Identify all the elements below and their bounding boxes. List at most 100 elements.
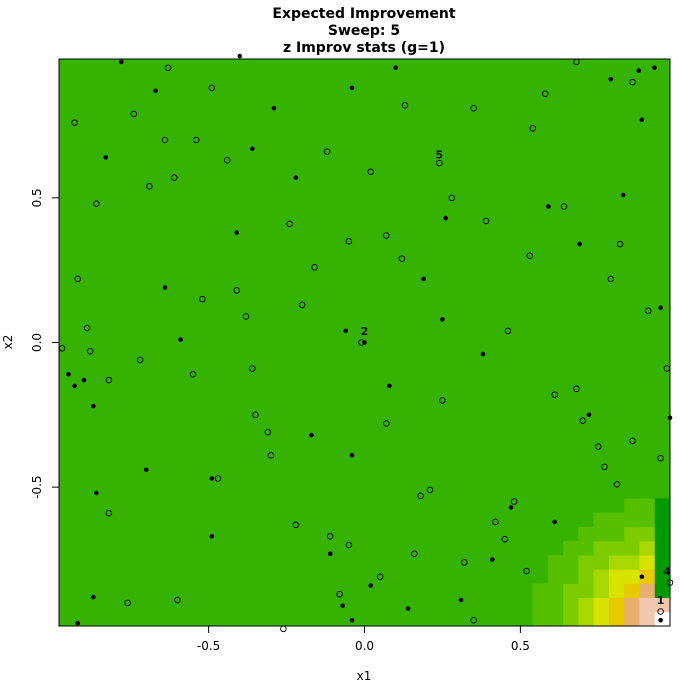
filled-point xyxy=(586,412,592,418)
open-point xyxy=(252,411,259,419)
open-point xyxy=(345,541,353,549)
heatmap-cell xyxy=(593,540,610,556)
heatmap-cell xyxy=(578,540,595,556)
heatmap-cell xyxy=(624,555,640,570)
heatmap-cell xyxy=(547,597,564,613)
filled-point xyxy=(91,594,96,600)
heatmap-cell xyxy=(639,540,656,556)
heatmap-cell xyxy=(639,526,656,542)
filled-point xyxy=(75,620,80,626)
filled-point xyxy=(658,617,663,623)
open-point xyxy=(224,157,231,164)
filled-point xyxy=(636,68,642,73)
open-point xyxy=(523,567,530,575)
open-point xyxy=(136,356,144,364)
filled-point xyxy=(309,432,314,438)
filled-point xyxy=(209,534,215,539)
filled-point xyxy=(440,317,445,322)
open-point xyxy=(613,481,621,488)
chart-title-line-2: Sweep: 5 xyxy=(328,23,400,39)
open-point xyxy=(326,533,334,540)
heatmap-cell xyxy=(608,597,625,613)
filled-point xyxy=(421,276,427,282)
filled-point xyxy=(66,372,71,377)
y-axis-label: x2 xyxy=(1,335,15,350)
open-point xyxy=(579,417,586,424)
filled-point xyxy=(443,215,448,221)
filled-point xyxy=(162,285,168,290)
heatmap-cell xyxy=(578,611,595,627)
filled-point xyxy=(508,505,514,510)
filled-point xyxy=(349,453,355,458)
y-tick-label: 0.5 xyxy=(30,188,44,207)
heatmap-cell xyxy=(578,555,595,570)
open-point xyxy=(208,84,216,92)
filled-point xyxy=(577,241,582,247)
open-point xyxy=(601,463,608,471)
heatmap-cell xyxy=(654,597,671,613)
heatmap-cell xyxy=(563,611,579,627)
filled-point xyxy=(343,328,349,334)
filled-point xyxy=(658,305,663,311)
heatmap-cell xyxy=(578,597,595,613)
filled-point xyxy=(340,603,346,609)
open-point xyxy=(644,307,652,314)
heatmap-cell xyxy=(532,583,549,599)
heatmap-cell xyxy=(593,583,610,599)
heatmap-cell xyxy=(608,569,625,584)
heatmap-cell xyxy=(624,512,640,528)
heatmap-cell xyxy=(624,569,640,584)
heatmap-cell xyxy=(578,526,595,542)
open-point xyxy=(510,498,518,505)
heatmap-cell xyxy=(624,611,640,627)
filled-point xyxy=(103,155,109,160)
filled-point xyxy=(234,230,239,235)
heatmap-cell xyxy=(608,540,625,556)
filled-point xyxy=(552,519,557,525)
open-point xyxy=(629,437,636,445)
open-point xyxy=(482,217,490,225)
open-point xyxy=(448,194,456,202)
heatmap-cell xyxy=(593,569,610,584)
y-tick-label: 0.0 xyxy=(30,333,44,352)
open-point xyxy=(214,475,222,482)
open-point xyxy=(130,110,138,118)
heatmap-cell xyxy=(593,597,610,613)
open-point xyxy=(607,275,615,283)
open-point xyxy=(657,454,664,462)
filled-point xyxy=(94,490,99,496)
annotation-label: 2 xyxy=(361,325,369,338)
open-point xyxy=(383,232,390,239)
heatmap-cell xyxy=(624,583,640,599)
open-point xyxy=(199,295,206,303)
open-point xyxy=(189,371,197,378)
open-point xyxy=(376,573,384,581)
open-point xyxy=(267,452,275,459)
heatmap-cell xyxy=(654,583,671,599)
heatmap-cell xyxy=(654,498,671,513)
open-point xyxy=(470,104,477,112)
heatmap-cell xyxy=(547,611,564,627)
filled-point xyxy=(144,467,149,473)
open-point xyxy=(192,136,200,144)
filled-point xyxy=(250,146,255,151)
filled-point xyxy=(153,88,158,94)
point-annotations: 1 2 4 5 xyxy=(361,149,671,608)
filled-point xyxy=(209,476,215,481)
open-point xyxy=(242,313,250,320)
open-point xyxy=(573,385,580,393)
heatmap-cell xyxy=(639,597,656,613)
annotation-label: 5 xyxy=(435,149,443,162)
heatmap-cell xyxy=(593,512,610,528)
open-point xyxy=(595,443,602,450)
open-point xyxy=(629,78,636,86)
filled-point xyxy=(639,574,645,580)
x-axis: -0.5 0.0 0.5 xyxy=(197,625,530,653)
heatmap-cell xyxy=(578,583,595,599)
filled-point xyxy=(349,617,355,623)
filled-point xyxy=(608,76,614,82)
filled-point xyxy=(458,597,464,603)
filled-point xyxy=(81,377,87,383)
open-point xyxy=(470,616,477,624)
